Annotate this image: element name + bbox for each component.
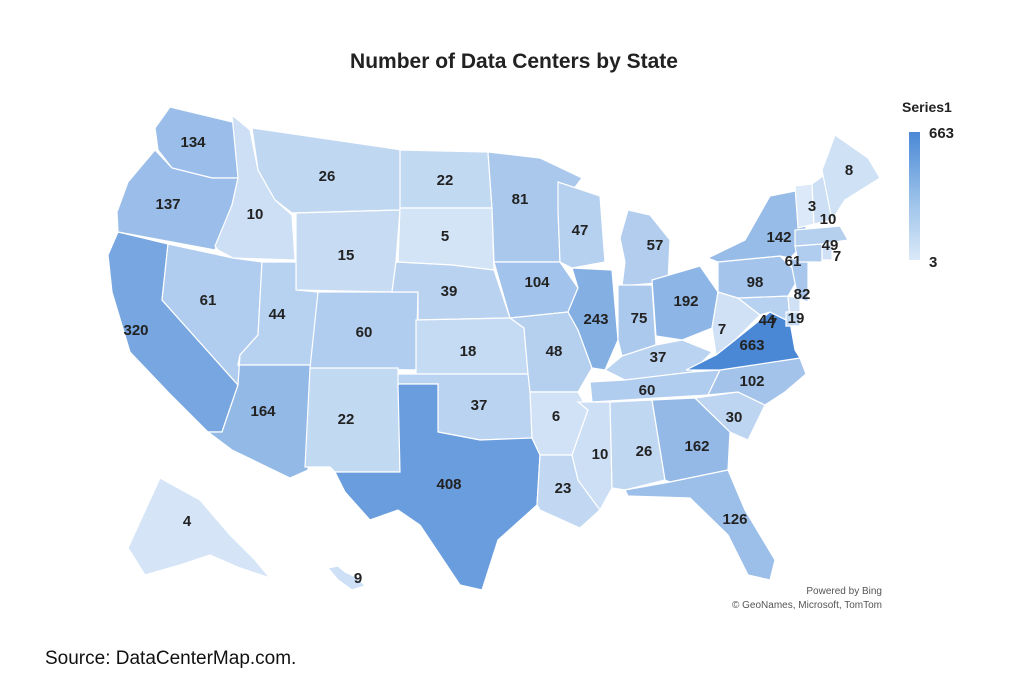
state-value-label-nv: 61 (200, 292, 217, 309)
state-value-label-sc: 30 (726, 409, 743, 426)
state-value-label-ak: 4 (183, 513, 192, 530)
state-value-label-wa: 134 (180, 134, 206, 151)
state-value-label-ca: 320 (123, 322, 148, 339)
state-value-label-ar: 6 (552, 408, 560, 425)
state-value-label-de: 7 (769, 315, 777, 332)
state-value-label-ia: 104 (524, 274, 550, 291)
state-value-label-ms: 10 (592, 446, 609, 463)
state-value-label-ct: 61 (785, 253, 802, 270)
state-value-label-la: 23 (555, 480, 572, 497)
state-value-label-ri: 7 (833, 248, 841, 265)
state-fl[interactable] (624, 469, 776, 581)
legend-min-value: 3 (929, 254, 938, 271)
state-value-label-ok: 37 (471, 397, 488, 414)
state-value-label-tn: 60 (639, 382, 656, 399)
state-value-label-wi: 47 (572, 222, 589, 239)
state-value-label-mn: 81 (512, 191, 529, 208)
state-value-label-al: 26 (636, 443, 653, 460)
attribution-copyright: © GeoNames, Microsoft, TomTom (732, 600, 882, 611)
state-value-label-dc: 19 (788, 310, 805, 327)
state-value-label-az: 164 (250, 403, 276, 420)
state-value-label-il: 243 (583, 311, 608, 328)
state-value-label-tx: 408 (436, 476, 461, 493)
state-value-label-mt: 26 (319, 168, 336, 185)
state-az[interactable] (206, 354, 315, 479)
state-value-label-nh: 10 (820, 211, 837, 228)
state-value-label-pa: 98 (747, 274, 764, 291)
state-value-label-or: 137 (155, 196, 180, 213)
legend-max-value: 663 (929, 125, 955, 142)
state-value-label-ma: 49 (822, 237, 839, 254)
state-value-label-in: 75 (631, 310, 648, 327)
attribution-powered-by: Powered by Bing (806, 586, 882, 597)
state-value-label-ny: 142 (766, 229, 791, 246)
state-hi[interactable] (326, 565, 367, 591)
map-attribution: Powered by Bing © GeoNames, Microsoft, T… (732, 585, 882, 613)
state-value-label-mo: 48 (546, 343, 563, 360)
state-ak[interactable] (127, 477, 272, 580)
state-value-label-nj: 82 (794, 286, 811, 303)
state-value-labels: 1341373201061261544164602222539183740881… (123, 134, 853, 587)
state-value-label-va: 663 (739, 337, 764, 354)
state-value-label-id: 10 (247, 206, 264, 223)
state-value-label-ga: 162 (684, 438, 709, 455)
state-value-label-ne: 39 (441, 283, 458, 300)
state-value-label-md: 44 (759, 312, 776, 329)
state-ny[interactable] (706, 189, 809, 263)
state-value-label-ks: 18 (460, 343, 477, 360)
state-value-label-oh: 192 (673, 293, 698, 310)
state-value-label-sd: 5 (441, 228, 449, 245)
state-value-label-vt: 3 (808, 198, 816, 215)
state-value-label-mi: 57 (647, 237, 664, 254)
state-mi[interactable] (619, 209, 671, 287)
state-me[interactable] (821, 134, 881, 222)
state-dc[interactable] (785, 311, 801, 327)
state-al[interactable] (609, 399, 666, 491)
state-ri[interactable] (821, 243, 833, 261)
state-value-label-fl: 126 (722, 511, 747, 528)
state-value-label-me: 8 (845, 162, 853, 179)
state-shapes (107, 106, 881, 591)
state-il[interactable] (567, 267, 619, 371)
source-note: Source: DataCenterMap.com. (45, 648, 297, 669)
state-ma[interactable] (794, 225, 849, 247)
state-value-label-wv: 7 (718, 321, 726, 338)
legend-title: Series1 (902, 99, 952, 115)
state-value-label-wy: 15 (338, 247, 355, 264)
state-value-label-co: 60 (356, 324, 373, 341)
state-value-label-ky: 37 (650, 349, 667, 366)
map-title: Number of Data Centers by State (350, 50, 678, 73)
state-value-label-ut: 44 (269, 306, 286, 323)
state-value-label-nd: 22 (437, 172, 454, 189)
state-value-label-nm: 22 (338, 411, 355, 428)
state-value-label-hi: 9 (354, 570, 362, 587)
legend-color-bar (909, 132, 920, 260)
state-value-label-nc: 102 (739, 373, 764, 390)
state-tx[interactable] (334, 383, 541, 591)
